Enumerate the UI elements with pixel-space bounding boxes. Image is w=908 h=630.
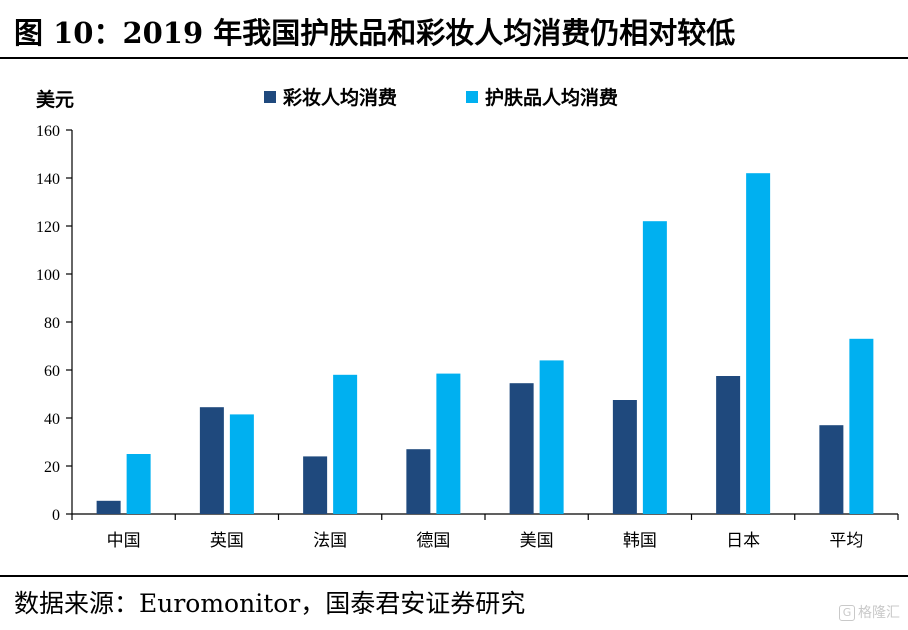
bar-makeup bbox=[819, 425, 844, 514]
watermark-logo-icon: G bbox=[839, 605, 855, 621]
chart-axes bbox=[66, 129, 899, 520]
bar-makeup bbox=[199, 407, 224, 514]
chart-labels: 0 20 40 60 80 100 120 140 160 中国 英国 法国 德国 美国 韩国 日本 平均 美元 bbox=[36, 88, 863, 551]
chart-legend: 彩妆人均消费 护肤品人均消费 bbox=[264, 86, 618, 109]
x-tick-label: 德国 bbox=[416, 531, 450, 551]
bottom-rule bbox=[0, 575, 908, 577]
legend-label: 彩妆人均消费 bbox=[282, 86, 397, 109]
bar-skincare bbox=[746, 173, 771, 514]
y-tick-label: 120 bbox=[36, 219, 60, 236]
chart-bars bbox=[96, 173, 874, 514]
source-note: 数据来源：Euromonitor，国泰君安证券研究 bbox=[14, 589, 526, 618]
y-tick-label: 40 bbox=[44, 411, 60, 428]
bar-makeup bbox=[406, 449, 431, 514]
bar-skincare bbox=[642, 221, 667, 514]
y-tick-label: 0 bbox=[52, 507, 60, 524]
legend-swatch bbox=[466, 91, 478, 103]
y-tick-label: 140 bbox=[36, 171, 60, 188]
legend-label: 护肤品人均消费 bbox=[485, 86, 618, 109]
bar-skincare bbox=[436, 373, 461, 514]
x-tick-label: 韩国 bbox=[623, 531, 657, 551]
watermark: G 格隆汇 bbox=[839, 602, 900, 622]
y-axis-unit-label: 美元 bbox=[36, 88, 74, 111]
bar-skincare bbox=[229, 414, 254, 514]
legend-swatch bbox=[264, 91, 276, 103]
figure-title: 图 10：2019 年我国护肤品和彩妆人均消费仍相对较低 bbox=[14, 16, 736, 50]
watermark-text: 格隆汇 bbox=[858, 605, 900, 621]
bar-makeup bbox=[509, 383, 534, 514]
x-tick-label: 美国 bbox=[520, 531, 554, 551]
bar-skincare bbox=[126, 454, 151, 514]
y-tick-label: 100 bbox=[36, 267, 60, 284]
y-tick-label: 80 bbox=[44, 315, 60, 332]
y-tick-label: 60 bbox=[44, 363, 60, 380]
x-tick-label: 英国 bbox=[210, 531, 244, 551]
y-tick-label: 20 bbox=[44, 459, 60, 476]
bar-skincare bbox=[333, 374, 358, 514]
bar-makeup bbox=[716, 376, 741, 514]
x-tick-label: 中国 bbox=[107, 531, 141, 551]
bar-makeup bbox=[612, 400, 637, 514]
top-rule bbox=[0, 57, 908, 59]
bar-makeup bbox=[303, 456, 328, 514]
bar-skincare bbox=[539, 360, 564, 514]
bar-makeup bbox=[96, 500, 121, 514]
x-tick-label: 法国 bbox=[313, 531, 347, 551]
y-tick-label: 160 bbox=[36, 123, 60, 140]
x-tick-label: 日本 bbox=[726, 531, 760, 551]
x-tick-label: 平均 bbox=[829, 531, 863, 551]
bar-skincare bbox=[849, 338, 874, 514]
